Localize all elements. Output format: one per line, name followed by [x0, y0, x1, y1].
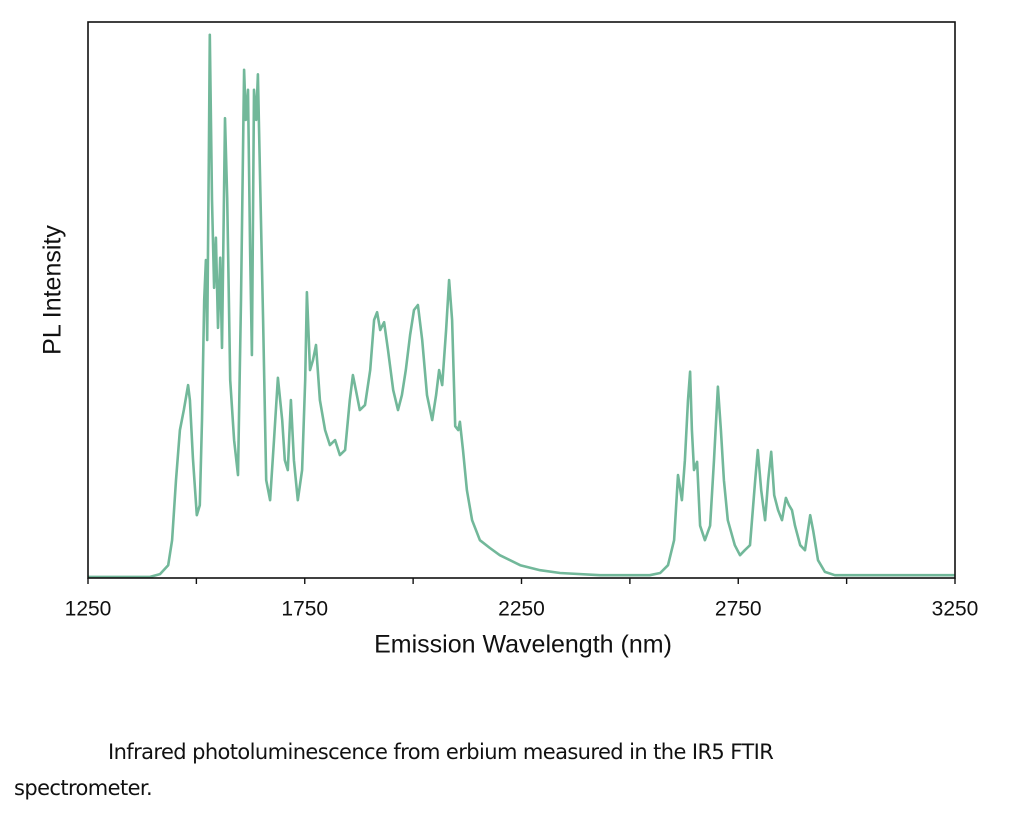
x-tick-label: 2750	[715, 598, 762, 621]
spectrum-line	[88, 33, 955, 579]
caption: Infrared photoluminescence from erbium m…	[14, 740, 774, 800]
chart: PL Intensity Emission Wavelength (nm) 12…	[39, 21, 979, 659]
x-axis-label: Emission Wavelength (nm)	[374, 631, 672, 659]
x-tick-label: 2250	[498, 598, 545, 621]
y-axis-label: PL Intensity	[39, 225, 67, 355]
x-tick-label: 1250	[65, 598, 112, 621]
x-tick-label: 1750	[281, 598, 328, 621]
x-tick-label: 3250	[932, 598, 979, 621]
